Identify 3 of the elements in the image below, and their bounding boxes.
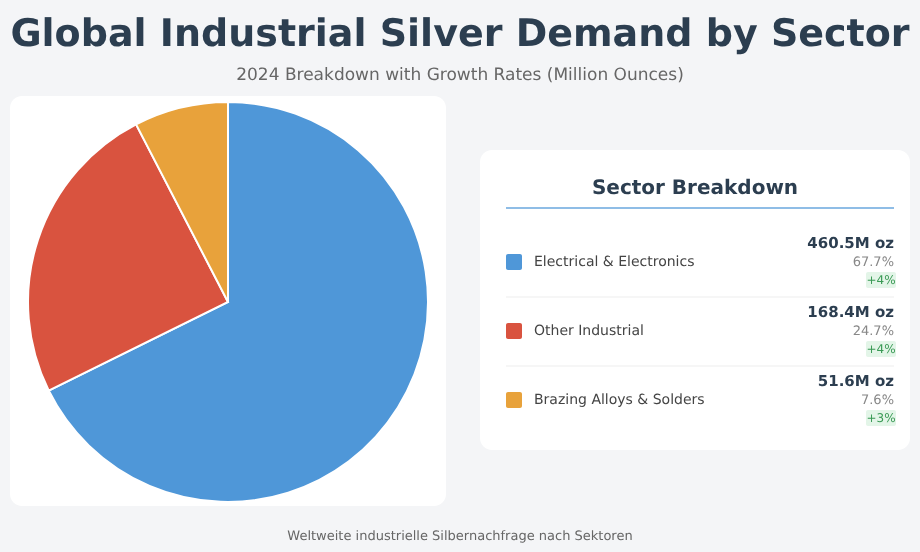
legend-title: Sector Breakdown — [591, 178, 799, 200]
chart-title: Global Industrial Silver Demand by Sector — [10, 12, 911, 56]
chart-subtitle: 2024 Breakdown with Growth Rates (Million Ounces) — [236, 66, 684, 86]
